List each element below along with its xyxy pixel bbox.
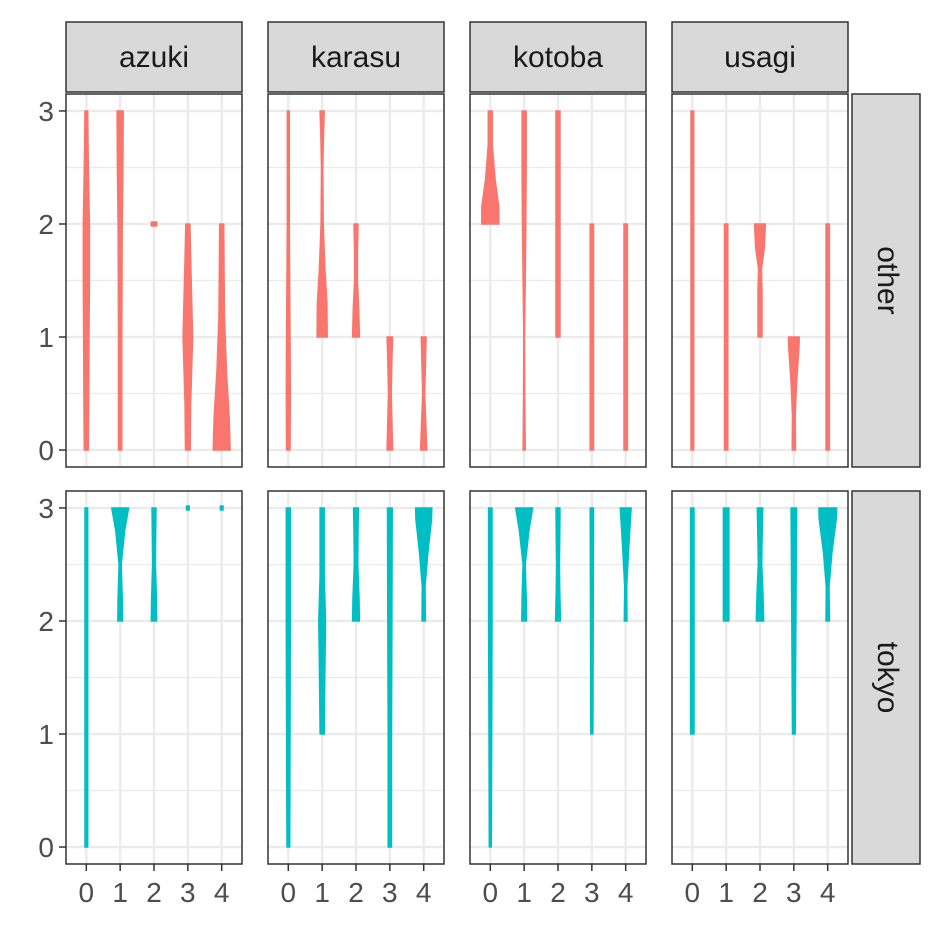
violin-other-usagi-x4 <box>825 223 831 451</box>
x-tick-label: 3 <box>786 877 802 908</box>
y-tick-label: 3 <box>38 493 54 524</box>
x-tick-label: 2 <box>146 877 162 908</box>
violin-other-usagi-x3 <box>787 336 801 451</box>
y-tick-label: 1 <box>38 719 54 750</box>
violin-other-kotoba-x3 <box>589 223 595 451</box>
violin-tokyo-kotoba-x0 <box>487 507 493 848</box>
panel-border <box>267 93 445 468</box>
x-tick-label: 2 <box>550 877 566 908</box>
violin-other-azuki-x4 <box>212 223 231 451</box>
facet-label-usagi: usagi <box>724 41 796 74</box>
x-tick-label: 0 <box>685 877 701 908</box>
x-tick-label: 1 <box>314 877 330 908</box>
x-tick-label: 2 <box>348 877 364 908</box>
y-tick-label: 1 <box>38 322 54 353</box>
violin-other-kotoba-x0 <box>481 110 500 225</box>
facet-label-karasu: karasu <box>311 41 401 74</box>
panel-other-karasu <box>267 93 445 468</box>
panel-border <box>469 93 647 468</box>
x-tick-label: 0 <box>483 877 499 908</box>
panel-border <box>671 93 849 468</box>
violin-tokyo-karasu-x0 <box>285 507 292 848</box>
violin-other-azuki-x0 <box>82 110 91 451</box>
x-tick-label: 4 <box>416 877 432 908</box>
panel-border <box>65 93 243 468</box>
violin-tokyo-karasu-x3 <box>386 507 393 848</box>
violin-other-usagi-x1 <box>723 223 729 451</box>
facet-label-tokyo: tokyo <box>871 642 904 714</box>
facet-label-kotoba: kotoba <box>513 41 603 74</box>
x-tick-label: 4 <box>214 877 230 908</box>
violin-tokyo-usagi-x0 <box>689 507 695 735</box>
violin-tokyo-usagi-x4 <box>818 507 838 622</box>
facet-strip-kotoba <box>469 21 647 93</box>
x-tick-label: 1 <box>516 877 532 908</box>
facet-label-azuki: azuki <box>119 41 189 74</box>
violin-tokyo-kotoba-x1 <box>514 507 534 622</box>
violin-tokyo-kotoba-x4 <box>619 507 632 622</box>
x-tick-label: 3 <box>180 877 196 908</box>
violin-other-usagi-x0 <box>690 110 695 451</box>
violin-other-kotoba-x2 <box>555 110 561 338</box>
violin-other-karasu-x2 <box>351 223 361 338</box>
violin-other-karasu-x0 <box>285 110 292 451</box>
violin-tokyo-karasu-x2 <box>351 507 361 622</box>
violin-tokyo-usagi-x1 <box>722 507 730 622</box>
violin-other-karasu-x3 <box>386 336 394 451</box>
violin-other-kotoba-x1 <box>521 110 527 451</box>
x-tick-label: 4 <box>618 877 634 908</box>
violin-other-usagi-x2 <box>753 223 767 338</box>
violin-other-azuki-x1 <box>116 110 124 451</box>
y-tick-label: 0 <box>38 435 54 466</box>
x-tick-label: 1 <box>718 877 734 908</box>
violin-other-azuki-x2 <box>150 221 158 227</box>
violin-tokyo-azuki-x4 <box>219 505 224 511</box>
y-tick-label: 2 <box>38 606 54 637</box>
violin-other-kotoba-x4 <box>623 223 629 451</box>
facet-label-other: other <box>871 246 904 314</box>
x-tick-label: 1 <box>112 877 128 908</box>
violin-tokyo-usagi-x3 <box>790 507 798 735</box>
panel-other-azuki: 0 1 2 3 <box>38 93 243 468</box>
x-tick-label: 4 <box>820 877 836 908</box>
x-tick-label: 3 <box>584 877 600 908</box>
violin-tokyo-karasu-x4 <box>414 507 433 622</box>
violin-tokyo-azuki-x2 <box>150 507 158 622</box>
violin-other-azuki-x3 <box>182 223 194 451</box>
y-tick-label: 0 <box>38 832 54 863</box>
violin-tokyo-usagi-x2 <box>755 507 765 622</box>
violin-other-karasu-x4 <box>419 336 428 451</box>
x-tick-label: 3 <box>382 877 398 908</box>
x-tick-label: 0 <box>79 877 95 908</box>
violin-tokyo-kotoba-x3 <box>589 507 595 735</box>
facet-strip-azuki <box>65 21 243 93</box>
facet-strip-usagi <box>671 21 849 93</box>
violin-tokyo-azuki-x0 <box>84 507 89 848</box>
panel-other-kotoba <box>469 93 647 468</box>
y-tick-label: 3 <box>38 96 54 127</box>
facet-strip-tokyo <box>851 490 921 865</box>
violin-tokyo-azuki-x1 <box>110 507 130 622</box>
violin-tokyo-kotoba-x2 <box>554 507 562 622</box>
panel-other-usagi <box>671 93 849 468</box>
facet-strip-karasu <box>267 21 445 93</box>
x-tick-label: 0 <box>281 877 297 908</box>
violin-other-karasu-x1 <box>316 110 328 338</box>
facet-strip-other <box>851 93 921 468</box>
violin-tokyo-karasu-x1 <box>318 507 327 735</box>
violin-tokyo-azuki-x3 <box>185 505 190 511</box>
y-tick-label: 2 <box>38 209 54 240</box>
x-tick-label: 2 <box>752 877 768 908</box>
